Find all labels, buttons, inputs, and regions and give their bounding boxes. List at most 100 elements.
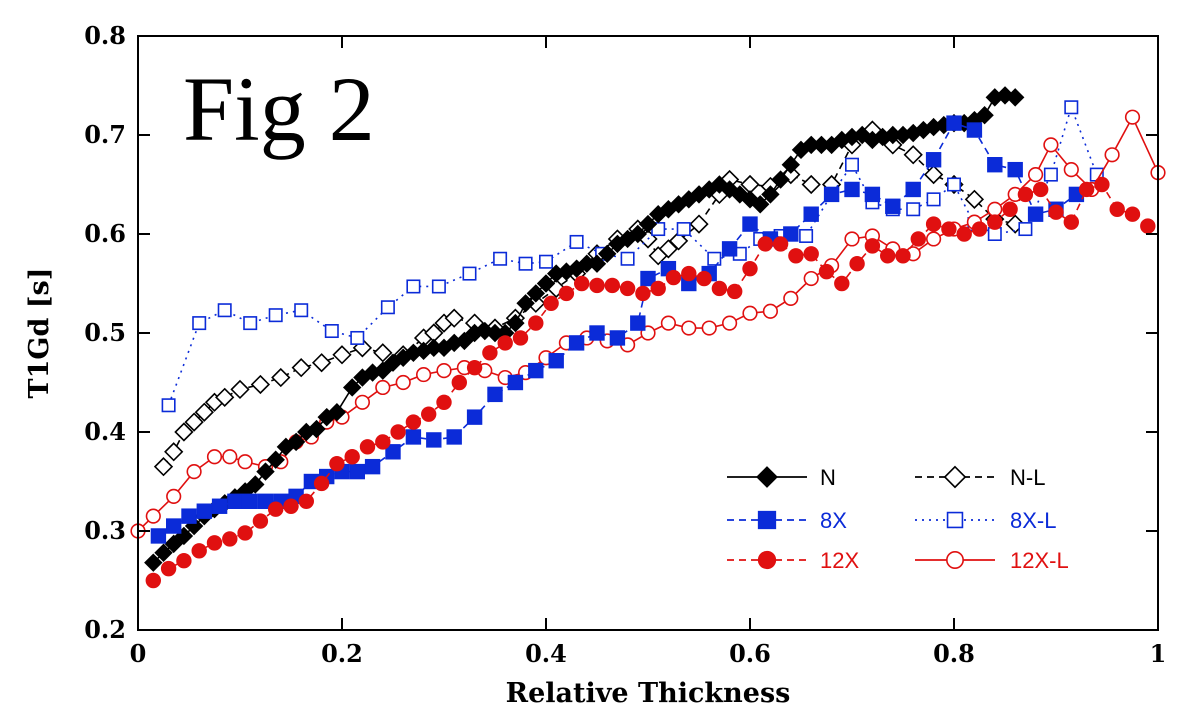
data-point-12x — [635, 285, 651, 302]
data-point-12x — [1094, 176, 1110, 193]
data-point-12x — [803, 246, 819, 262]
data-point-8x — [905, 181, 921, 198]
data-point-12x — [283, 498, 299, 514]
data-point-8x — [1027, 206, 1044, 222]
y-axis-title: T1Gd [s] — [24, 268, 55, 399]
data-point-n — [506, 313, 525, 333]
data-point-n — [327, 402, 347, 422]
data-point-12x-l — [375, 379, 391, 396]
data-point-12x-l — [395, 374, 411, 391]
series-12x — [145, 176, 1156, 589]
data-point-12x — [772, 236, 789, 252]
x-tick-label: 0 — [130, 639, 147, 668]
data-point-12x-l — [186, 464, 202, 480]
data-point-8x — [783, 226, 799, 242]
data-point-n-l — [271, 367, 291, 388]
data-point-n — [154, 543, 173, 562]
data-point-12x — [665, 269, 682, 286]
data-point-12x — [711, 280, 728, 297]
data-point-n — [761, 185, 780, 204]
data-point-12x-l — [436, 363, 452, 379]
data-point-8x-l — [406, 279, 421, 294]
y-tick-label: 0.5 — [84, 318, 126, 347]
data-point-n — [975, 105, 994, 125]
data-point-8x — [364, 458, 381, 475]
data-point-12x-l — [783, 290, 799, 306]
data-point-8x-l — [926, 192, 941, 207]
data-point-12x — [313, 475, 330, 492]
y-tick-label: 0.3 — [84, 516, 126, 545]
data-point-12x-l — [1063, 162, 1079, 178]
data-point-8x — [349, 463, 366, 480]
data-point-n-l-legend-marker — [943, 465, 967, 489]
data-point-12x — [558, 285, 575, 302]
data-point-12x — [971, 221, 988, 237]
data-point-n-l — [668, 231, 689, 251]
data-point-8x-l — [462, 266, 477, 281]
data-point-8x — [181, 508, 197, 524]
x-tick-label: 0.2 — [321, 639, 363, 668]
data-point-12x — [145, 572, 162, 589]
data-point-8x-l — [161, 398, 176, 413]
data-point-12x-l — [762, 303, 779, 319]
data-point-8x-l — [946, 177, 961, 192]
data-point-12x — [191, 543, 207, 559]
data-point-8x-l — [268, 308, 283, 323]
data-point-12x — [1063, 214, 1080, 230]
data-point-8x — [242, 493, 258, 510]
data-point-8x — [823, 186, 840, 203]
data-point-12x — [206, 535, 223, 551]
data-point-8x — [987, 157, 1003, 173]
data-point-12x — [298, 493, 314, 509]
data-point-8x-l — [538, 254, 553, 269]
legend-label: 12X — [820, 548, 859, 573]
data-point-8x — [227, 493, 243, 510]
legend-label: 12X-L — [1010, 548, 1069, 573]
data-point-n — [286, 432, 306, 452]
data-point-8x-l — [243, 316, 258, 331]
legend-entry-12x-l: 12X-L — [915, 548, 1069, 573]
y-tick-label: 0.2 — [84, 615, 126, 644]
data-point-n-l — [903, 145, 923, 165]
data-point-8x — [257, 493, 274, 510]
data-point-8x-l — [217, 303, 232, 318]
data-point-8x — [166, 518, 182, 534]
data-point-n — [144, 553, 163, 572]
data-point-12x — [895, 248, 911, 264]
legend-entry-8x-l: 8X-L — [915, 508, 1056, 533]
data-point-n-l — [332, 345, 352, 365]
data-point-8x — [466, 409, 483, 425]
data-point-n-l — [184, 412, 204, 432]
data-point-n — [638, 214, 658, 234]
data-point-8x — [426, 432, 442, 448]
data-point-n — [266, 450, 285, 469]
data-point-n-l — [883, 135, 903, 155]
legend-entry-8x: 8X — [727, 508, 847, 533]
data-point-8x — [946, 115, 962, 131]
data-point-n — [750, 195, 770, 214]
data-point-12x — [650, 280, 666, 297]
data-point-n-l — [174, 422, 194, 442]
data-point-8x — [864, 186, 881, 203]
data-point-8x-l — [1043, 167, 1058, 182]
y-tick-label: 0.4 — [84, 417, 126, 446]
series-line-n — [152, 94, 1016, 564]
data-point-12x-l — [1124, 109, 1141, 125]
data-point-8x-l — [844, 157, 859, 172]
x-axis-title: Relative Thickness — [506, 678, 791, 709]
data-point-n — [256, 462, 275, 481]
data-point-12x — [880, 248, 896, 264]
data-point-12x-l — [1043, 137, 1059, 153]
series-n-l — [153, 120, 1025, 477]
data-point-8x — [966, 122, 983, 138]
y-tick-label: 0.8 — [84, 21, 126, 50]
data-point-12x — [1109, 201, 1125, 217]
data-point-12x-l — [237, 454, 253, 470]
data-point-8x-l — [518, 256, 533, 271]
data-point-12x-l — [416, 366, 432, 383]
data-point-n-l — [923, 164, 944, 185]
data-point-12x-l — [742, 305, 758, 321]
data-point-8x-l — [1018, 222, 1033, 237]
data-point-n — [628, 224, 648, 244]
